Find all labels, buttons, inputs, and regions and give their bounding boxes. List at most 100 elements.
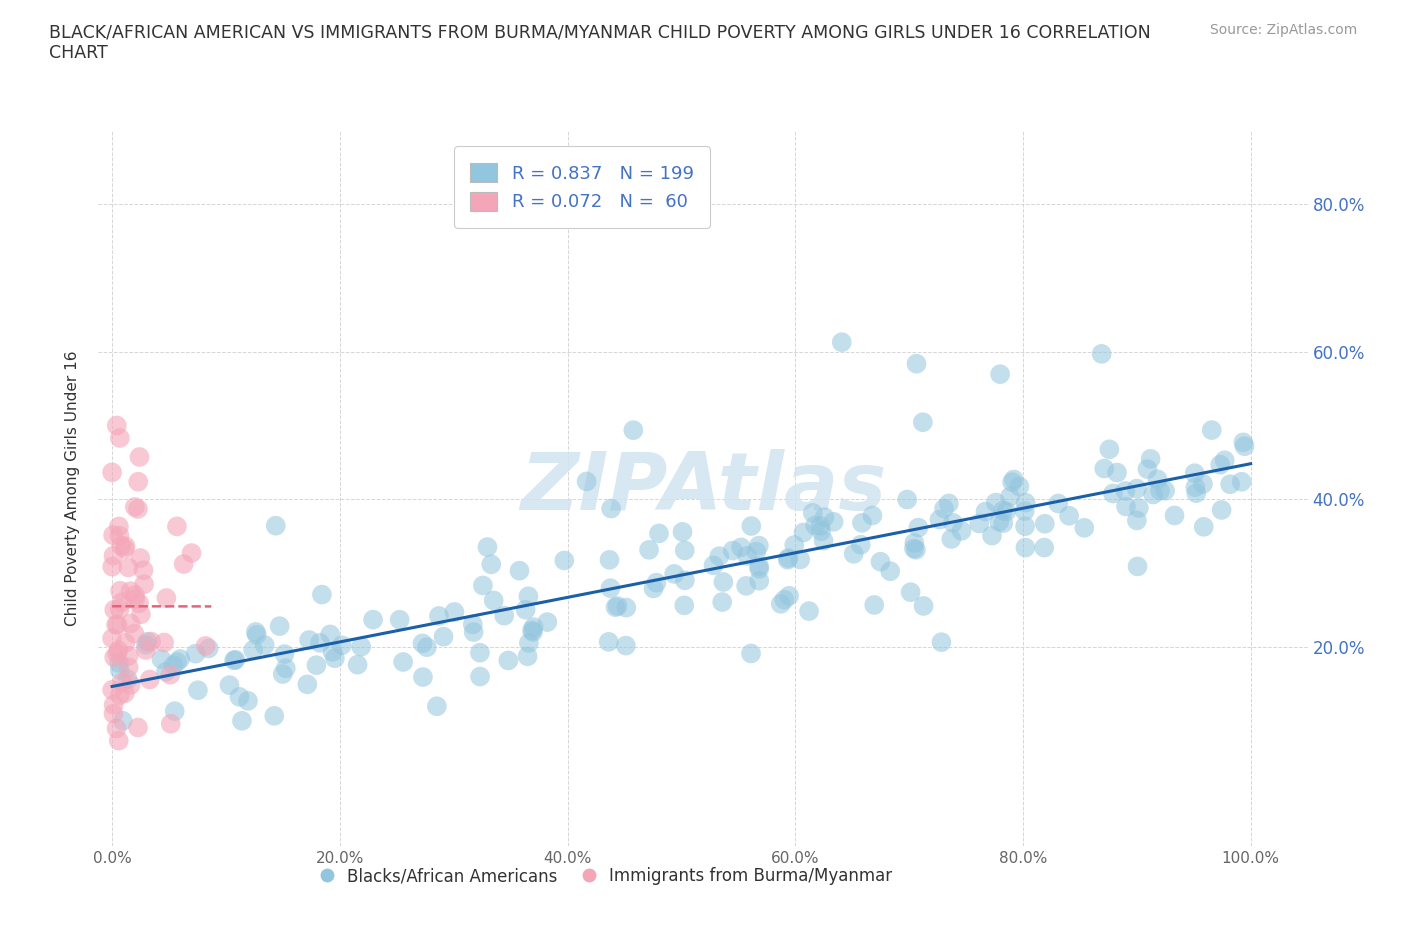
Point xyxy=(869,554,891,569)
Point xyxy=(673,543,696,558)
Point xyxy=(101,465,124,480)
Point xyxy=(648,526,671,541)
Point xyxy=(264,518,287,533)
Point xyxy=(1098,442,1121,457)
Point xyxy=(748,562,770,577)
Point xyxy=(721,543,744,558)
Point xyxy=(863,597,886,612)
Point xyxy=(995,504,1018,519)
Point xyxy=(166,655,188,670)
Point xyxy=(108,602,131,617)
Point xyxy=(416,640,439,655)
Point xyxy=(103,603,125,618)
Point xyxy=(517,635,540,650)
Point xyxy=(103,698,125,712)
Point xyxy=(516,649,538,664)
Point xyxy=(599,580,621,595)
Point xyxy=(748,538,770,553)
Point xyxy=(197,641,219,656)
Point xyxy=(831,335,853,350)
Point xyxy=(797,604,820,618)
Point xyxy=(621,423,644,438)
Point xyxy=(309,635,332,650)
Point xyxy=(842,547,865,562)
Point xyxy=(1184,480,1206,495)
Point xyxy=(904,542,927,557)
Point xyxy=(598,634,620,649)
Point xyxy=(1073,521,1095,536)
Point xyxy=(1184,466,1206,481)
Point xyxy=(118,659,141,674)
Point xyxy=(443,604,465,619)
Point xyxy=(311,587,333,602)
Point xyxy=(128,596,150,611)
Point xyxy=(941,532,963,547)
Point xyxy=(132,563,155,578)
Point xyxy=(1105,465,1128,480)
Point xyxy=(173,556,195,571)
Point xyxy=(169,652,191,667)
Point xyxy=(127,474,149,489)
Point xyxy=(1146,472,1168,486)
Point xyxy=(981,528,1004,543)
Point xyxy=(120,584,142,599)
Point xyxy=(114,635,136,650)
Point xyxy=(1126,513,1149,528)
Point xyxy=(522,624,544,639)
Point xyxy=(107,643,129,658)
Point xyxy=(107,618,129,632)
Point xyxy=(124,588,146,603)
Point xyxy=(298,632,321,647)
Point xyxy=(938,496,960,511)
Text: ZIPAtlas: ZIPAtlas xyxy=(520,449,886,527)
Point xyxy=(1192,519,1215,534)
Point xyxy=(471,578,494,593)
Point xyxy=(1139,451,1161,466)
Point xyxy=(426,698,449,713)
Point xyxy=(135,643,157,658)
Point xyxy=(319,627,342,642)
Point xyxy=(1136,461,1159,476)
Point xyxy=(105,618,128,632)
Point xyxy=(1154,484,1177,498)
Point xyxy=(931,635,953,650)
Point xyxy=(769,596,792,611)
Point xyxy=(346,658,368,672)
Point xyxy=(118,648,141,663)
Point xyxy=(984,495,1007,510)
Point xyxy=(159,668,181,683)
Point xyxy=(903,536,925,551)
Point xyxy=(114,541,136,556)
Text: BLACK/AFRICAN AMERICAN VS IMMIGRANTS FROM BURMA/MYANMAR CHILD POVERTY AMONG GIRL: BLACK/AFRICAN AMERICAN VS IMMIGRANTS FRO… xyxy=(49,23,1152,62)
Point xyxy=(1163,508,1185,523)
Point xyxy=(748,573,770,588)
Point xyxy=(711,594,734,609)
Point xyxy=(553,553,575,568)
Point xyxy=(103,549,125,564)
Point xyxy=(253,638,276,653)
Point xyxy=(1092,461,1115,476)
Point xyxy=(808,518,831,533)
Point xyxy=(804,518,827,533)
Point xyxy=(108,656,131,671)
Point xyxy=(150,652,173,667)
Point xyxy=(127,501,149,516)
Point xyxy=(517,589,540,604)
Point xyxy=(498,653,520,668)
Point xyxy=(730,540,752,555)
Point xyxy=(967,516,990,531)
Point xyxy=(671,525,693,539)
Point xyxy=(246,628,269,643)
Y-axis label: Child Poverty Among Girls Under 16: Child Poverty Among Girls Under 16 xyxy=(65,351,80,626)
Point xyxy=(218,678,240,693)
Point xyxy=(523,619,546,634)
Point xyxy=(184,646,207,661)
Point xyxy=(273,646,295,661)
Point xyxy=(813,533,835,548)
Point xyxy=(928,512,950,527)
Point xyxy=(1232,435,1254,450)
Point xyxy=(740,646,762,661)
Point xyxy=(110,538,132,553)
Point xyxy=(194,639,217,654)
Point xyxy=(1033,540,1056,555)
